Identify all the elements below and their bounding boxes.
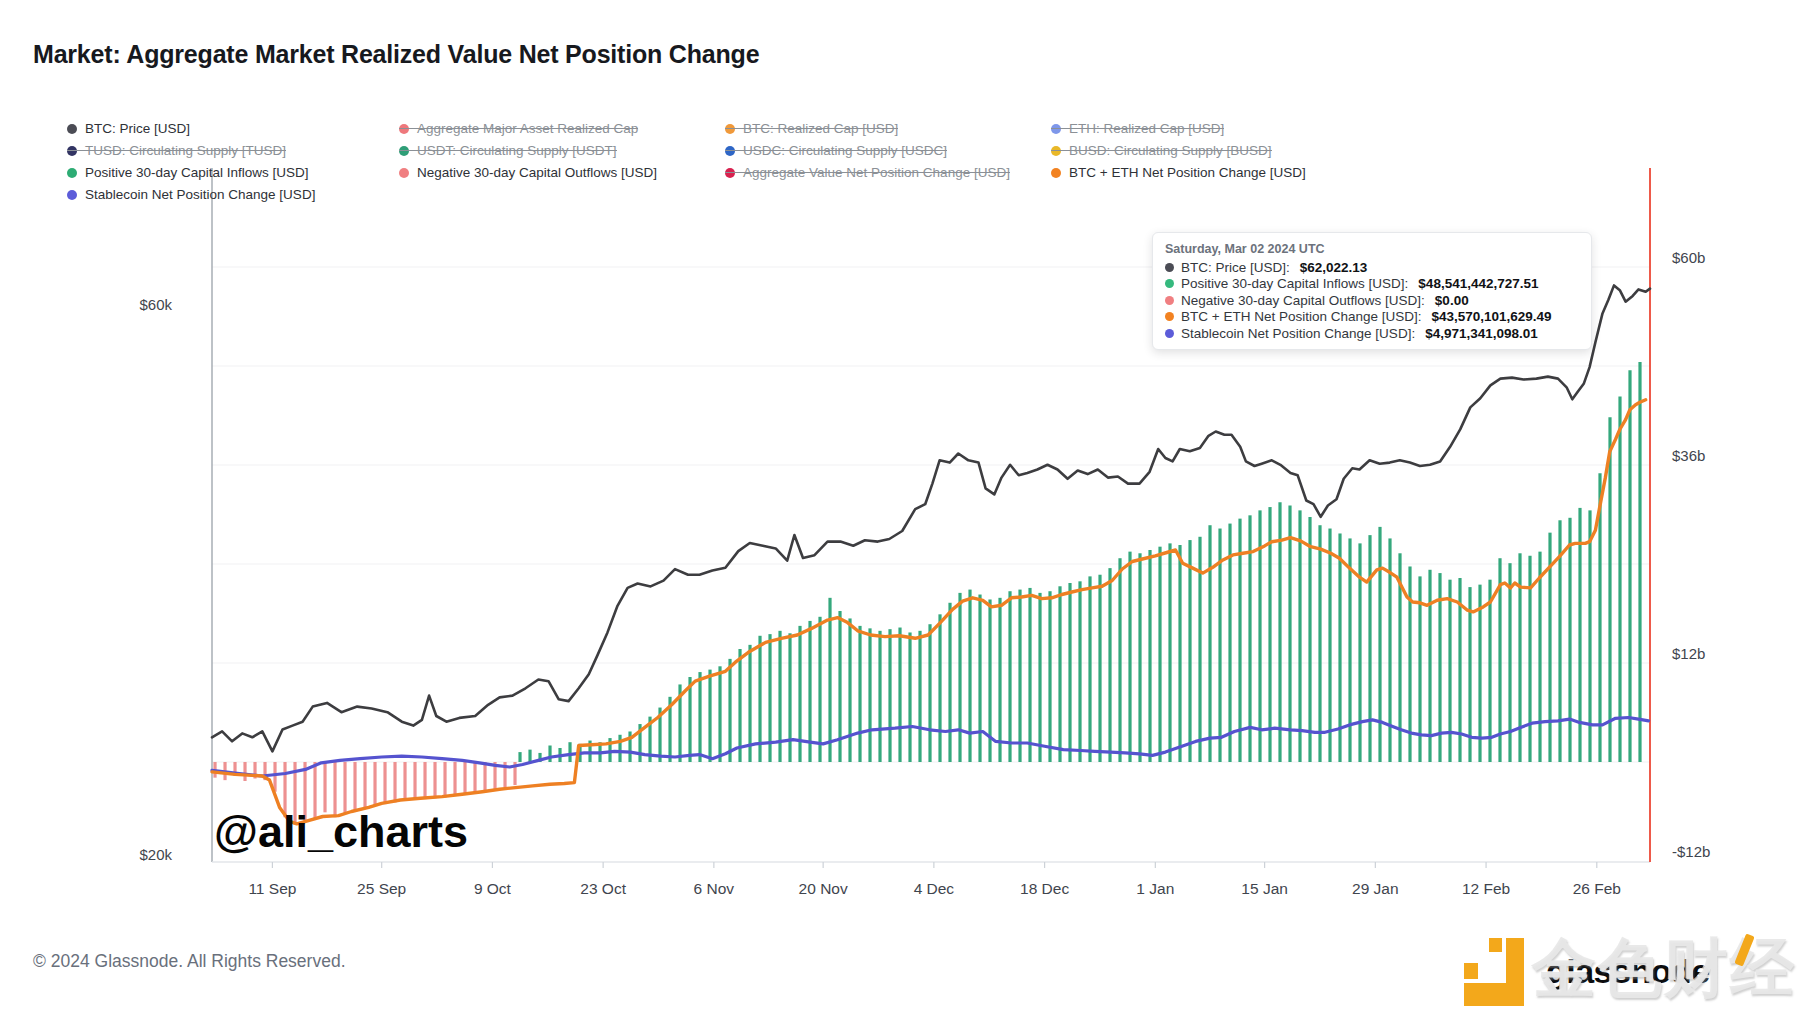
ali-charts-watermark: @ali_charts [214,806,468,858]
legend-item[interactable]: Positive 30-day Capital Inflows [USD] [67,165,309,180]
legend-item[interactable]: BTC: Realized Cap [USD] [725,121,898,136]
legend-series-dot-icon [1051,124,1061,134]
legend-item-label: USDT: Circulating Supply [USDT] [417,143,617,158]
legend-item[interactable]: Aggregate Value Net Position Change [USD… [725,165,1010,180]
axis-tick-label: 11 Sep [248,880,296,898]
axis-tick-label: 25 Sep [357,880,406,898]
tooltip-row: BTC: Price [USD]:$62,022.13 [1165,259,1579,276]
legend-item-label: BTC: Price [USD] [85,121,190,136]
axis-tick-label: 20 Nov [799,880,848,898]
tooltip-series-dot-icon [1165,329,1174,338]
tooltip-row: Positive 30-day Capital Inflows [USD]:$4… [1165,276,1579,293]
legend-item-label: Negative 30-day Capital Outflows [USD] [417,165,657,180]
tooltip-row: Stablecoin Net Position Change [USD]:$4,… [1165,325,1579,342]
legend-series-dot-icon [725,124,735,134]
axis-tick-label: 9 Oct [474,880,511,898]
legend-item[interactable]: Aggregate Major Asset Realized Cap [399,121,638,136]
axis-tick-label: 1 Jan [1136,880,1174,898]
tooltip-row: Negative 30-day Capital Outflows [USD]:$… [1165,292,1579,309]
legend-series-dot-icon [67,168,77,178]
legend-item[interactable]: ETH: Realized Cap [USD] [1051,121,1224,136]
legend-item-label: BUSD: Circulating Supply [BUSD] [1069,143,1272,158]
legend-item[interactable]: BTC: Price [USD] [67,121,190,136]
legend-series-dot-icon [1051,146,1061,156]
axis-tick-label: $60k [112,296,172,313]
legend-item-label: Positive 30-day Capital Inflows [USD] [85,165,309,180]
legend-item-label: Aggregate Major Asset Realized Cap [417,121,638,136]
axis-tick-label: 23 Oct [580,880,626,898]
legend-item-label: BTC: Realized Cap [USD] [743,121,898,136]
legend-series-dot-icon [67,190,77,200]
chart-tooltip: Saturday, Mar 02 2024 UTC BTC: Price [US… [1152,232,1592,350]
legend-item-label: Stablecoin Net Position Change [USD] [85,187,315,202]
legend-series-dot-icon [399,168,409,178]
tooltip-date: Saturday, Mar 02 2024 UTC [1165,242,1579,256]
tooltip-series-dot-icon [1165,263,1174,272]
tooltip-series-dot-icon [1165,279,1174,288]
axis-tick-label: 29 Jan [1352,880,1399,898]
page-title: Market: Aggregate Market Realized Value … [33,40,759,69]
axis-tick-label: 18 Dec [1020,880,1069,898]
legend-series-dot-icon [1051,168,1061,178]
legend-item-label: BTC + ETH Net Position Change [USD] [1069,165,1306,180]
axis-tick-label: 15 Jan [1241,880,1288,898]
legend-item[interactable]: TUSD: Circulating Supply [TUSD] [67,143,286,158]
tooltip-row: BTC + ETH Net Position Change [USD]:$43,… [1165,309,1579,326]
axis-tick-label: 12 Feb [1462,880,1510,898]
legend-item[interactable]: Stablecoin Net Position Change [USD] [67,187,315,202]
legend-series-dot-icon [67,124,77,134]
jinse-finance-logo-icon [1464,936,1524,1006]
axis-tick-label: $36b [1672,447,1705,464]
axis-tick-label: -$12b [1672,843,1710,860]
legend-item[interactable]: USDT: Circulating Supply [USDT] [399,143,617,158]
tooltip-series-dot-icon [1165,296,1174,305]
tooltip-series-dot-icon [1165,312,1174,321]
legend-item-label: Aggregate Value Net Position Change [USD… [743,165,1010,180]
legend-item[interactable]: Negative 30-day Capital Outflows [USD] [399,165,657,180]
legend-series-dot-icon [67,146,77,156]
legend-item-label: USDC: Circulating Supply [USDC] [743,143,947,158]
jinse-finance-watermark: 金色财经 [1532,925,1800,1012]
chart-legend: BTC: Price [USD] Aggregate Major Asset Re… [67,121,1381,202]
axis-tick-label: $60b [1672,249,1705,266]
axis-tick-label: 6 Nov [694,880,735,898]
legend-item[interactable]: BTC + ETH Net Position Change [USD] [1051,165,1306,180]
legend-series-dot-icon [725,146,735,156]
axis-tick-label: $20k [112,846,172,863]
legend-item[interactable]: BUSD: Circulating Supply [BUSD] [1051,143,1272,158]
axis-tick-label: 26 Feb [1573,880,1621,898]
legend-item-label: ETH: Realized Cap [USD] [1069,121,1224,136]
legend-item-label: TUSD: Circulating Supply [TUSD] [85,143,286,158]
legend-series-dot-icon [399,146,409,156]
axis-tick-label: $12b [1672,645,1705,662]
legend-series-dot-icon [725,168,735,178]
legend-series-dot-icon [399,124,409,134]
legend-item[interactable]: USDC: Circulating Supply [USDC] [725,143,947,158]
copyright-text: © 2024 Glassnode. All Rights Reserved. [33,951,346,972]
glassnode-chart-page: Market: Aggregate Market Realized Value … [0,0,1800,1013]
axis-tick-label: 4 Dec [914,880,955,898]
